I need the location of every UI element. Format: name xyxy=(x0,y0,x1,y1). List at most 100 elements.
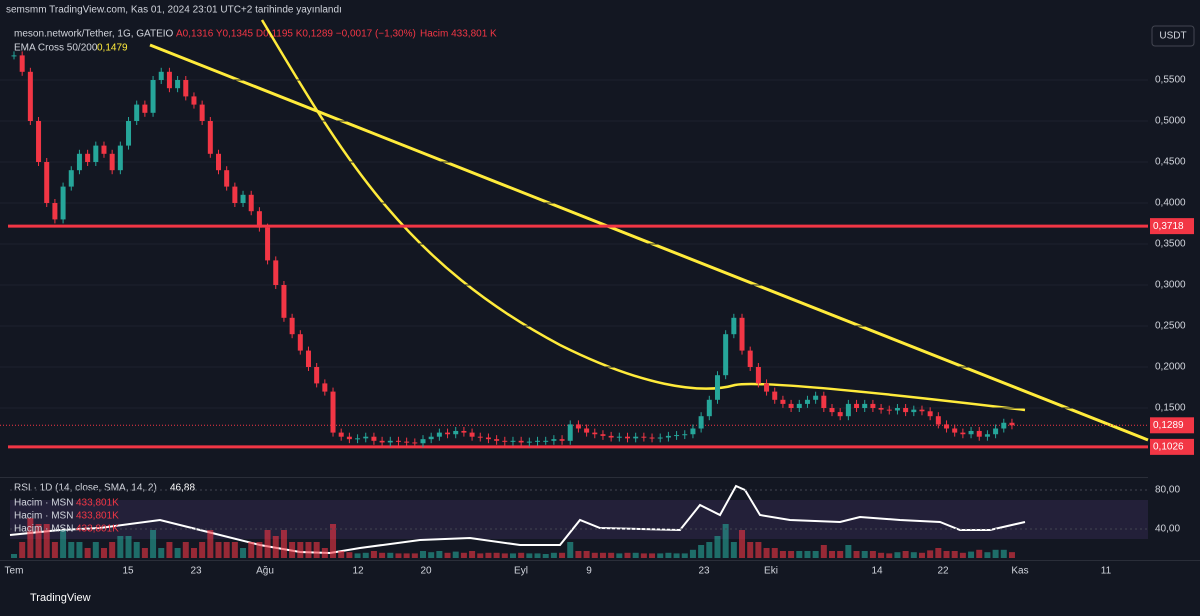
volume-bar xyxy=(354,553,361,558)
volume-bar xyxy=(248,542,255,558)
time-label: Ağu xyxy=(256,566,274,577)
candle xyxy=(657,437,663,439)
volume-bar xyxy=(689,549,696,558)
volume-bar xyxy=(141,548,148,558)
rsi-line xyxy=(9,484,1026,555)
volume-bar xyxy=(927,550,934,558)
candle xyxy=(526,441,532,443)
currency[interactable]: USDT xyxy=(1159,31,1186,42)
volume-legend-value: 433,801K xyxy=(76,498,119,509)
candle xyxy=(11,55,17,57)
volume-bar xyxy=(681,553,688,558)
candle xyxy=(134,104,140,121)
volume-bar xyxy=(84,548,91,558)
volume-bar xyxy=(943,551,950,558)
level-tag xyxy=(1150,218,1194,235)
volume-bar xyxy=(1000,549,1007,558)
candle xyxy=(305,350,311,367)
volume-bar xyxy=(256,542,263,558)
rsi-band xyxy=(10,500,1148,539)
time-label: Eki xyxy=(764,566,778,577)
price-label: 0,5000 xyxy=(1155,116,1186,127)
candle xyxy=(485,437,491,440)
price-label: 0,3500 xyxy=(1155,239,1186,250)
price-axis-bg xyxy=(1148,0,1200,611)
candle xyxy=(191,96,197,105)
volume-bar xyxy=(190,548,197,558)
candle xyxy=(584,428,590,433)
candle xyxy=(747,350,753,367)
volume-bar xyxy=(182,542,189,558)
candle xyxy=(608,435,614,438)
volume-bar xyxy=(649,553,656,558)
volume-bar xyxy=(501,553,508,558)
volume-bar xyxy=(19,542,26,558)
price-label: 0,4000 xyxy=(1155,198,1186,209)
volume-bar xyxy=(763,548,770,558)
candle xyxy=(44,162,50,203)
volume-bar xyxy=(812,551,819,558)
candle xyxy=(158,71,164,80)
volume-bar xyxy=(755,542,762,558)
candle xyxy=(240,194,246,203)
volume-bar xyxy=(174,548,181,558)
time-label: 23 xyxy=(698,566,710,577)
volume-bar xyxy=(436,551,443,558)
candle xyxy=(559,439,565,441)
candle xyxy=(68,170,74,187)
candle xyxy=(1001,422,1007,429)
volume-bar xyxy=(166,542,173,558)
candle xyxy=(355,438,361,440)
candle xyxy=(199,104,205,121)
time-label: 11 xyxy=(1101,566,1112,577)
candle xyxy=(404,441,410,443)
candle xyxy=(19,55,25,72)
volume-bar xyxy=(150,530,157,558)
candle xyxy=(281,285,287,318)
volume-bar xyxy=(264,530,271,558)
candle xyxy=(297,334,303,351)
volume-bar xyxy=(665,552,672,558)
candle xyxy=(821,395,827,408)
volume-bar xyxy=(240,548,247,558)
volume-bar xyxy=(542,554,549,558)
candle xyxy=(330,391,336,433)
volume-bar xyxy=(804,551,811,558)
volume-bar xyxy=(158,548,165,558)
candle xyxy=(395,440,401,442)
candle xyxy=(575,424,581,429)
volume-bar xyxy=(362,552,369,558)
volume-bar xyxy=(788,551,795,558)
volume-bar xyxy=(992,549,999,558)
volume-bar xyxy=(575,551,582,558)
volume-bar xyxy=(76,542,83,558)
candle xyxy=(682,434,688,436)
ohlc: A0,1316 Y0,1345 D0,1195 K0,1289 −0,0017 … xyxy=(176,29,416,40)
volume-bar xyxy=(297,542,304,558)
candle xyxy=(976,430,982,437)
volume-bar xyxy=(280,530,287,558)
volume-bar xyxy=(853,551,860,558)
candle xyxy=(960,432,966,435)
volume-bar xyxy=(493,552,500,558)
volume-legend-name: Hacim · MSN xyxy=(14,524,73,535)
volume-bar xyxy=(68,542,75,558)
candle xyxy=(273,260,279,285)
candle xyxy=(674,435,680,437)
currency-button[interactable] xyxy=(1151,25,1195,47)
candle xyxy=(338,432,344,437)
volume-bar xyxy=(902,551,909,558)
volume-bar xyxy=(11,554,17,558)
volume-bar xyxy=(51,542,58,558)
volume-bar xyxy=(837,551,844,558)
candle xyxy=(796,403,802,408)
candle xyxy=(1009,422,1015,426)
pane-divider xyxy=(0,477,1148,478)
candle xyxy=(862,403,868,408)
volume-bar xyxy=(673,553,680,558)
volume-bar xyxy=(272,536,279,558)
candle xyxy=(993,428,999,435)
candle xyxy=(27,71,33,121)
candle xyxy=(322,383,328,392)
